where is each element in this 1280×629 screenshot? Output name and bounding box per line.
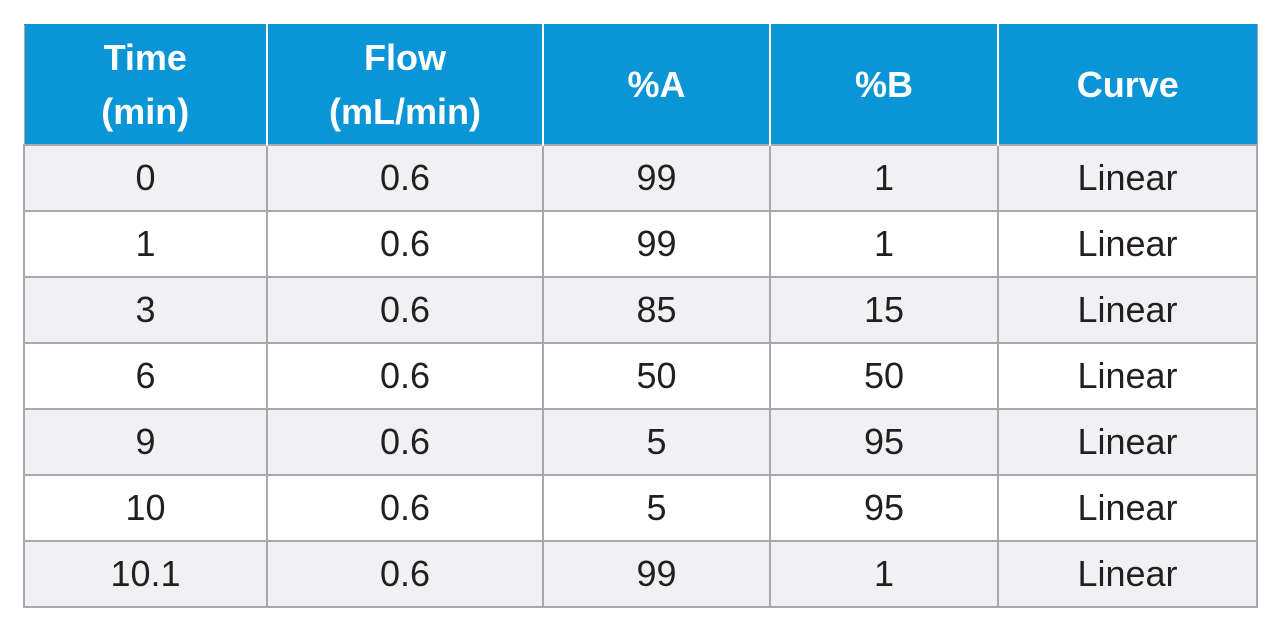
table-row: 6 0.6 50 50 Linear	[23, 342, 1258, 410]
cell-curve: Linear	[997, 474, 1258, 542]
cell-time: 0	[23, 144, 268, 212]
cell-time: 6	[23, 342, 268, 410]
header-percent-b: %B	[769, 24, 999, 145]
cell-percent-b: 1	[769, 210, 999, 278]
cell-time: 1	[23, 210, 268, 278]
cell-curve: Linear	[997, 408, 1258, 476]
cell-percent-b: 95	[769, 474, 999, 542]
cell-percent-a: 99	[542, 210, 771, 278]
cell-time: 10.1	[23, 540, 268, 608]
cell-time: 10	[23, 474, 268, 542]
header-percent-a: %A	[542, 24, 771, 145]
table-row: 0 0.6 99 1 Linear	[23, 144, 1258, 212]
cell-flow: 0.6	[266, 276, 544, 344]
table-row: 10.1 0.6 99 1 Linear	[23, 540, 1258, 608]
table-row: 9 0.6 5 95 Linear	[23, 408, 1258, 476]
cell-flow: 0.6	[266, 210, 544, 278]
cell-curve: Linear	[997, 144, 1258, 212]
cell-flow: 0.6	[266, 144, 544, 212]
cell-percent-b: 50	[769, 342, 999, 410]
cell-percent-a: 50	[542, 342, 771, 410]
cell-flow: 0.6	[266, 342, 544, 410]
header-percent-a-label: %A	[627, 63, 686, 105]
table-row: 1 0.6 99 1 Linear	[23, 210, 1258, 278]
header-curve: Curve	[997, 24, 1258, 145]
cell-percent-a: 5	[542, 474, 771, 542]
header-percent-b-label: %B	[854, 63, 913, 105]
cell-percent-b: 1	[769, 144, 999, 212]
table-row: 10 0.6 5 95 Linear	[23, 474, 1258, 542]
header-time: Time (min)	[23, 24, 268, 145]
cell-curve: Linear	[997, 210, 1258, 278]
cell-flow: 0.6	[266, 540, 544, 608]
cell-percent-b: 1	[769, 540, 999, 608]
cell-percent-a: 99	[542, 144, 771, 212]
cell-flow: 0.6	[266, 408, 544, 476]
table-body: 0 0.6 99 1 Linear 1 0.6 99 1 Linear 3 0.…	[23, 144, 1258, 608]
cell-percent-b: 15	[769, 276, 999, 344]
header-row: Time (min) Flow (mL/min) %A %B Curve	[23, 24, 1258, 145]
cell-percent-b: 95	[769, 408, 999, 476]
table-row: 3 0.6 85 15 Linear	[23, 276, 1258, 344]
cell-time: 3	[23, 276, 268, 344]
header-flow: Flow (mL/min)	[266, 24, 544, 145]
table-header: Time (min) Flow (mL/min) %A %B Curve	[23, 24, 1258, 145]
gradient-table-container: Time (min) Flow (mL/min) %A %B Curve	[23, 24, 1258, 608]
header-curve-label: Curve	[1076, 63, 1179, 105]
cell-curve: Linear	[997, 540, 1258, 608]
cell-curve: Linear	[997, 276, 1258, 344]
header-time-line2: (min)	[101, 90, 190, 132]
header-time-line1: Time	[103, 36, 187, 78]
cell-percent-a: 5	[542, 408, 771, 476]
header-flow-line2: (mL/min)	[329, 90, 481, 132]
cell-time: 9	[23, 408, 268, 476]
cell-curve: Linear	[997, 342, 1258, 410]
cell-flow: 0.6	[266, 474, 544, 542]
cell-percent-a: 99	[542, 540, 771, 608]
cell-percent-a: 85	[542, 276, 771, 344]
gradient-table: Time (min) Flow (mL/min) %A %B Curve	[23, 24, 1258, 608]
header-flow-line1: Flow	[364, 36, 446, 78]
